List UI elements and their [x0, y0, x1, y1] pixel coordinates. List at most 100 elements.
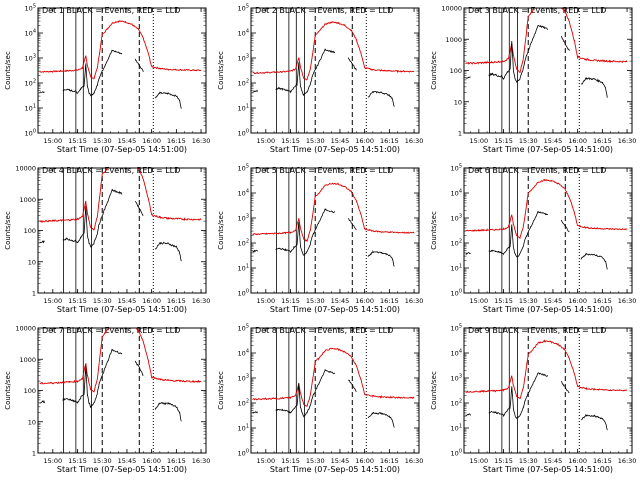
x-tick-label: 16:30 — [618, 137, 637, 145]
x-tick-label: 15:45 — [118, 457, 137, 465]
y-tick-label: 105 — [238, 4, 249, 13]
y-tick-label: 102 — [238, 239, 249, 248]
x-tick-label: 15:30 — [519, 457, 538, 465]
x-tick-label: 15:30 — [519, 297, 538, 305]
panel-title: Det 1 BLACK = Events, RED = LLD — [42, 6, 180, 15]
panel-title: Det 4 BLACK = Events, RED = LLD — [42, 166, 180, 175]
x-tick-label: 15:15 — [68, 137, 87, 145]
plot-frame — [463, 167, 633, 294]
x-tick-label: 16:00 — [355, 297, 374, 305]
x-tick-label: 15:15 — [281, 457, 300, 465]
plot-frame — [37, 167, 207, 294]
y-tick-label: 1000 — [19, 356, 36, 364]
x-tick-label: 16:00 — [568, 457, 587, 465]
panel-title: Det 5 BLACK = Events, RED = LLD — [255, 166, 393, 175]
events-series-line — [39, 348, 182, 422]
detector-panel-1: Det 1 BLACK = Events, RED = LLD Counts/se… — [4, 4, 210, 155]
panel-title: Det 7 BLACK = Events, RED = LLD — [42, 326, 180, 335]
x-tick-label: 15:00 — [469, 457, 488, 465]
events-series-line — [465, 372, 608, 431]
detector-panel-3: Det 3 BLACK = Events, RED = LLD Counts/se… — [430, 5, 636, 155]
y-tick-label: 100 — [451, 289, 462, 298]
lld-series-line — [252, 21, 415, 81]
x-tick-label: 15:15 — [494, 137, 513, 145]
x-tick-label: 15:00 — [469, 137, 488, 145]
x-tick-label: 16:15 — [167, 297, 186, 305]
y-tick-label: 10000 — [441, 5, 462, 13]
x-tick-label: 16:30 — [192, 297, 211, 305]
events-series-line — [465, 24, 608, 98]
x-tick-label: 16:15 — [167, 457, 186, 465]
x-axis-label: Start Time (07-Sep-05 14:51:00) — [270, 145, 400, 154]
x-tick-label: 16:00 — [355, 137, 374, 145]
detector-panel-7: Det 7 BLACK = Events, RED = LLD Counts/se… — [4, 325, 210, 475]
x-tick-label: 16:00 — [355, 457, 374, 465]
y-tick-label: 105 — [25, 4, 36, 13]
y-tick-label: 100 — [25, 129, 36, 138]
x-tick-label: 16:15 — [593, 137, 612, 145]
y-tick-label: 104 — [451, 189, 462, 198]
x-axis-label: Start Time (07-Sep-05 14:51:00) — [57, 465, 187, 474]
y-tick-label: 10000 — [15, 325, 36, 333]
x-axis-label: Start Time (07-Sep-05 14:51:00) — [270, 465, 400, 474]
x-tick-label: 15:15 — [68, 297, 87, 305]
y-tick-label: 104 — [238, 349, 249, 358]
y-axis-label: Counts/sec — [430, 211, 438, 250]
detector-panel-2: Det 2 BLACK = Events, RED = LLD Counts/se… — [217, 4, 423, 155]
lld-series-line — [465, 339, 628, 400]
plot-frame — [250, 167, 420, 294]
x-tick-label: 16:15 — [380, 457, 399, 465]
y-tick-label: 101 — [238, 264, 249, 273]
x-tick-label: 16:00 — [568, 137, 587, 145]
y-axis-label: Counts/sec — [430, 51, 438, 90]
x-axis-label: Start Time (07-Sep-05 14:51:00) — [483, 145, 613, 154]
panel-title: Det 9 BLACK = Events, RED = LLD — [468, 326, 606, 335]
detector-panel-4: Det 4 BLACK = Events, RED = LLD Counts/se… — [4, 165, 210, 315]
x-tick-label: 15:45 — [544, 297, 563, 305]
x-tick-label: 15:00 — [256, 297, 275, 305]
y-tick-label: 104 — [238, 29, 249, 38]
y-tick-label: 101 — [451, 424, 462, 433]
x-tick-label: 16:15 — [380, 137, 399, 145]
x-tick-label: 15:15 — [494, 457, 513, 465]
y-tick-label: 100 — [24, 387, 36, 395]
panel-title: Det 2 BLACK = Events, RED = LLD — [255, 6, 393, 15]
x-tick-label: 15:45 — [118, 137, 137, 145]
y-tick-label: 103 — [451, 214, 462, 223]
events-series-line — [465, 210, 608, 270]
x-axis-label: Start Time (07-Sep-05 14:51:00) — [57, 305, 187, 314]
x-tick-label: 16:30 — [192, 457, 211, 465]
x-tick-label: 15:30 — [93, 297, 112, 305]
x-tick-label: 16:15 — [593, 457, 612, 465]
y-tick-label: 103 — [25, 54, 36, 63]
y-tick-label: 1000 — [19, 196, 36, 204]
y-tick-label: 105 — [238, 164, 249, 173]
x-tick-label: 16:30 — [618, 457, 637, 465]
y-tick-label: 1 — [458, 130, 462, 138]
x-tick-label: 15:45 — [331, 137, 350, 145]
events-series-line — [252, 48, 395, 107]
y-tick-label: 101 — [25, 104, 36, 113]
x-tick-label: 15:45 — [544, 457, 563, 465]
plot-frame — [37, 7, 207, 134]
y-tick-label: 1000 — [445, 36, 462, 44]
y-tick-label: 100 — [451, 449, 462, 458]
lld-series-line — [252, 182, 415, 243]
x-axis-label: Start Time (07-Sep-05 14:51:00) — [483, 465, 613, 474]
y-tick-label: 1 — [32, 290, 36, 298]
x-axis-label: Start Time (07-Sep-05 14:51:00) — [483, 305, 613, 314]
events-series-line — [252, 368, 395, 428]
y-tick-label: 104 — [451, 349, 462, 358]
y-axis-label: Counts/sec — [217, 51, 225, 90]
x-tick-label: 16:30 — [405, 137, 424, 145]
y-tick-label: 1 — [32, 450, 36, 458]
x-axis-label: Start Time (07-Sep-05 14:51:00) — [57, 145, 187, 154]
y-tick-label: 100 — [238, 289, 249, 298]
x-tick-label: 15:00 — [43, 137, 62, 145]
y-tick-label: 100 — [238, 129, 249, 138]
plot-frame — [250, 327, 420, 454]
y-tick-label: 105 — [238, 324, 249, 333]
x-tick-label: 15:45 — [118, 297, 137, 305]
x-tick-label: 16:15 — [593, 297, 612, 305]
